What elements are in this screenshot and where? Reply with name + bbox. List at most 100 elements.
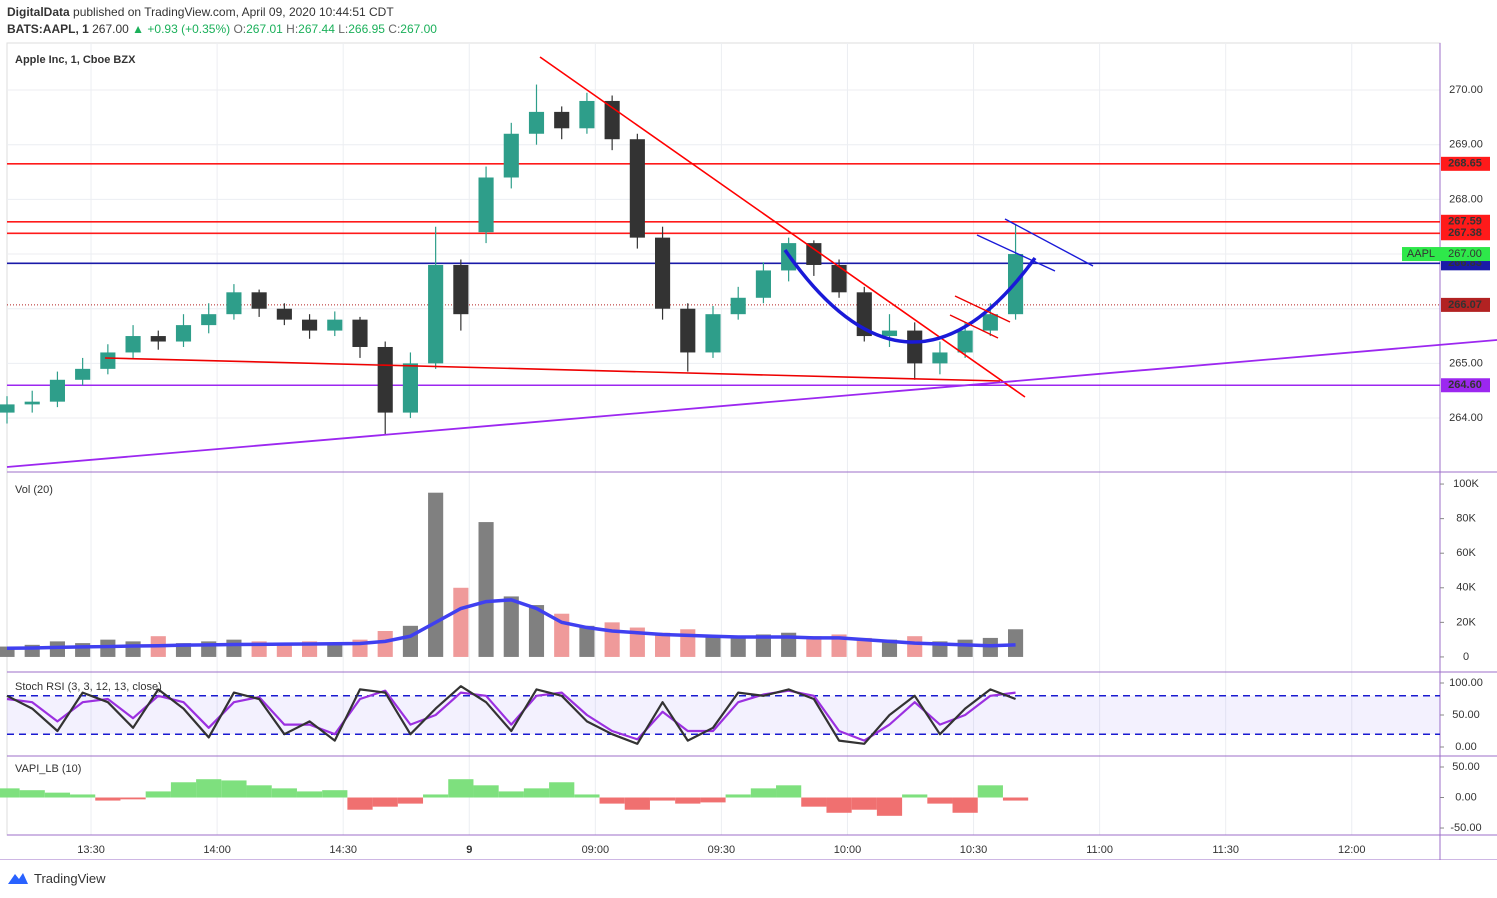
x-tick-label: 10:30 <box>960 844 988 856</box>
vapi-bar <box>624 797 650 810</box>
volume-bar <box>276 643 292 657</box>
candle-body <box>428 264 444 364</box>
vapi-bar <box>19 790 45 798</box>
volume-bar <box>831 634 847 657</box>
x-tick-label: 09:00 <box>582 844 610 856</box>
ohlc-value: 267.44 <box>298 22 335 36</box>
vapi-bar <box>221 780 247 798</box>
vapi-bar <box>170 782 197 798</box>
vapi-bar <box>296 791 323 798</box>
vapi-bar <box>347 797 373 810</box>
x-tick-label: 12:00 <box>1338 844 1366 856</box>
candle-body <box>201 314 217 326</box>
candle-body <box>503 133 519 178</box>
candle-body <box>907 330 923 364</box>
symbol: BATS:AAPL, 1 <box>7 22 89 36</box>
vapi-bar <box>246 785 272 798</box>
stoch-line <box>6 689 1016 742</box>
vapi-bar <box>801 797 827 807</box>
vapi-bar <box>826 797 852 813</box>
vapi-bar <box>700 797 726 803</box>
level-badge <box>1441 297 1490 312</box>
candle-body <box>377 346 393 413</box>
last-price-name: AAPL <box>1407 248 1435 260</box>
vapi-bar <box>574 794 600 798</box>
candle-body <box>226 292 242 315</box>
volume-bar <box>579 625 595 657</box>
ohlc-label: H: <box>286 22 299 36</box>
volume-bar <box>428 492 444 657</box>
volume-bar <box>478 522 494 657</box>
candle-body <box>49 379 65 402</box>
level-badge <box>1441 226 1490 241</box>
ohlc-label: L: <box>338 22 349 36</box>
volume-bar <box>1007 629 1024 657</box>
vapi-bar <box>599 797 625 804</box>
drawing <box>976 234 1056 272</box>
candle-body <box>402 363 418 413</box>
vapi-bar <box>675 797 701 804</box>
x-tick-label: 9 <box>466 844 472 856</box>
ohlc-value: 267.00 <box>400 22 437 36</box>
ohlc-value: 266.95 <box>348 22 385 36</box>
last-price-badge <box>1402 247 1490 262</box>
vapi-bar <box>196 779 222 798</box>
candle-body <box>579 100 595 129</box>
drawing <box>954 295 1011 323</box>
level-label: 268.65 <box>1448 158 1482 170</box>
header-line: DigitalData published on TradingView.com… <box>7 5 394 19</box>
candle-body <box>831 264 847 293</box>
publisher: DigitalData <box>7 5 70 19</box>
vapi-bar <box>271 788 297 798</box>
level-label: 267.38 <box>1448 227 1482 239</box>
vapi-bar <box>902 794 928 798</box>
y-tick-label: 0.00 <box>1455 741 1476 753</box>
pane-title: Stoch RSI (3, 3, 12, 13, close) <box>15 681 162 693</box>
published: published on TradingView.com, April 09, … <box>73 5 394 19</box>
y-tick-label: 100.00 <box>1449 677 1483 689</box>
volume-bar <box>856 637 872 657</box>
pane-title: Apple Inc, 1, Cboe BZX <box>15 54 136 66</box>
volume-bar <box>629 627 645 657</box>
drawing <box>783 249 1037 344</box>
ohlc-label: C: <box>388 22 401 36</box>
x-tick-label: 10:00 <box>834 844 862 856</box>
x-tick-label: 14:30 <box>329 844 357 856</box>
level-label: 264.60 <box>1448 379 1482 391</box>
drawing <box>949 314 999 339</box>
y-tick-label: 268.00 <box>1449 193 1483 205</box>
candle-body <box>705 314 721 353</box>
candle-body <box>932 352 948 364</box>
volume-bar <box>377 631 393 657</box>
vapi-bar <box>952 797 978 813</box>
candle-body <box>327 319 343 331</box>
change: ▲ +0.93 (+0.35%) <box>132 22 231 36</box>
y-tick-label: 0.00 <box>1455 791 1476 803</box>
vapi-bar <box>0 788 20 798</box>
level-badge <box>1441 378 1490 393</box>
candle-body <box>453 264 469 315</box>
x-tick-label: 14:00 <box>203 844 231 856</box>
logo <box>8 873 28 884</box>
drawing <box>539 56 1026 398</box>
volume-bar <box>402 625 418 657</box>
vapi-bar <box>448 779 474 798</box>
vapi-bar <box>423 794 449 798</box>
volume-ma <box>6 598 1016 651</box>
y-tick-label: 50.00 <box>1452 709 1480 721</box>
vapi-bar <box>397 797 424 804</box>
y-tick-label: 80K <box>1456 513 1476 525</box>
candle-body <box>352 319 368 347</box>
volume-bar <box>453 587 469 657</box>
volume-bar <box>755 634 771 657</box>
drawing <box>6 339 1497 468</box>
candle-body <box>554 111 570 129</box>
vapi-bar <box>851 797 877 810</box>
vapi-bar <box>473 785 499 798</box>
y-tick-label: 264.00 <box>1449 412 1483 424</box>
level-label: 267.59 <box>1448 216 1482 228</box>
last-price-label: 267.00 <box>1448 248 1482 260</box>
y-tick-label: 60K <box>1456 547 1476 559</box>
pane-title: VAPI_LB (10) <box>15 763 81 775</box>
